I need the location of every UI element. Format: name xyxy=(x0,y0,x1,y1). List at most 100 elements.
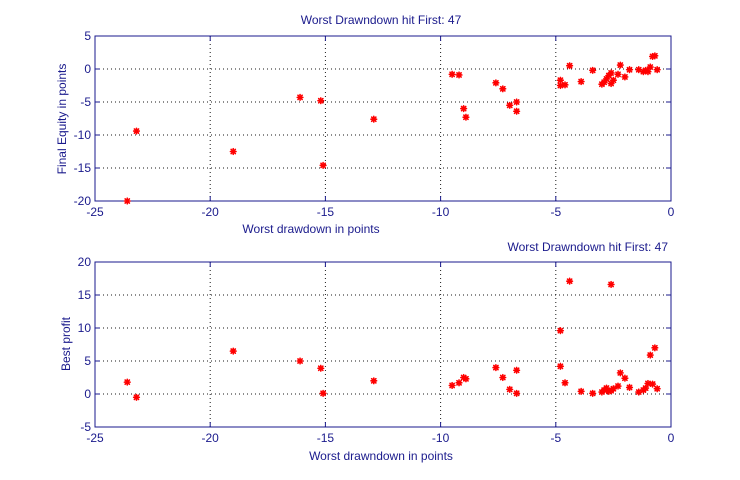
data-point xyxy=(506,385,514,393)
y-tick-label: 5 xyxy=(84,29,91,43)
data-point xyxy=(566,62,574,70)
x-tick-label: -20 xyxy=(202,431,220,445)
data-point xyxy=(561,81,569,89)
data-point xyxy=(123,378,131,386)
plot-area: -25 -20 -15 -10 -5 0 -5 0 5 10 15 20 xyxy=(78,255,675,445)
data-point xyxy=(317,97,325,105)
x-axis-label: Worst drawndown in points xyxy=(309,449,453,463)
data-point xyxy=(132,393,141,401)
data-point xyxy=(296,357,304,365)
y-tick-label: 0 xyxy=(84,62,91,76)
x-tick-label: -25 xyxy=(86,431,104,445)
data-point xyxy=(556,362,565,370)
chart-title: Worst Drawndown hit First: 47 xyxy=(301,13,462,27)
x-tick-label: -15 xyxy=(317,431,335,445)
y-tick-label: -5 xyxy=(80,95,91,109)
data-point xyxy=(648,380,657,388)
data-point xyxy=(653,66,661,74)
data-point xyxy=(577,77,585,86)
data-point xyxy=(460,105,468,113)
data-point xyxy=(499,85,507,93)
data-point xyxy=(589,389,597,397)
plot-background xyxy=(95,36,671,201)
data-point xyxy=(317,364,325,372)
data-point xyxy=(616,369,624,377)
x-tick-label: -5 xyxy=(550,431,561,445)
y-axis-label: Best profit xyxy=(59,316,73,371)
data-point xyxy=(455,379,463,387)
y-tick-label: -20 xyxy=(74,194,92,208)
data-point xyxy=(653,385,661,393)
scatter-chart-best-profit: Worst Drawndown hit First: 47 -25 -20 -15 -… xyxy=(59,240,675,463)
data-point xyxy=(492,79,500,87)
plot-background xyxy=(95,262,671,427)
y-tick-label: 20 xyxy=(78,255,92,269)
data-point xyxy=(556,76,565,84)
data-point xyxy=(296,93,304,101)
data-point xyxy=(646,351,654,359)
x-tick-label: -10 xyxy=(432,205,450,219)
data-point xyxy=(455,71,463,79)
data-point xyxy=(370,377,378,385)
data-point xyxy=(621,374,629,382)
x-axis-label: Worst drawdown in points xyxy=(242,222,379,236)
x-tick-label: -15 xyxy=(317,205,335,219)
data-point xyxy=(506,101,514,109)
x-tick-label: 0 xyxy=(668,431,675,445)
data-point xyxy=(513,98,521,106)
scatter-chart-final-equity: Worst Drawndown hit First: 47 -25 -20 -15-… xyxy=(55,13,675,236)
plot-area: -25 -20 -15 -10 -5 0-20-15-10-505 xyxy=(74,29,675,219)
y-tick-label: 5 xyxy=(84,354,91,368)
x-tick-label: -10 xyxy=(432,431,450,445)
plot-frame xyxy=(94,35,672,202)
data-point xyxy=(492,363,500,372)
data-point xyxy=(513,389,521,397)
data-point xyxy=(229,347,237,355)
data-point xyxy=(609,76,618,84)
data-point xyxy=(621,73,629,81)
data-point xyxy=(229,147,237,156)
data-point xyxy=(609,385,618,393)
plot-frame xyxy=(94,261,672,428)
y-tick-label: 10 xyxy=(78,321,92,335)
y-axis-label: Final Equity in points xyxy=(55,64,69,175)
data-point xyxy=(319,389,327,397)
data-point xyxy=(616,61,624,69)
data-point xyxy=(646,63,654,71)
x-tick-label: -20 xyxy=(202,205,220,219)
data-point xyxy=(577,387,585,395)
y-tick-label: 0 xyxy=(84,387,91,401)
data-point xyxy=(644,68,652,76)
data-point xyxy=(370,115,378,123)
x-tick-label: -25 xyxy=(86,205,104,219)
data-point xyxy=(607,280,615,289)
data-point xyxy=(462,113,470,121)
data-point xyxy=(448,381,456,390)
data-point xyxy=(589,66,597,74)
chart-title: Worst Drawndown hit First: 47 xyxy=(508,240,669,254)
y-tick-label: -15 xyxy=(74,161,92,175)
data-point xyxy=(625,383,634,392)
data-point xyxy=(319,161,327,169)
data-point xyxy=(132,127,141,135)
data-point xyxy=(642,384,650,392)
y-tick-label: -10 xyxy=(74,128,92,142)
data-point xyxy=(561,379,569,387)
data-point xyxy=(513,366,521,374)
data-point xyxy=(556,327,565,335)
x-tick-label: 0 xyxy=(668,205,675,219)
data-point xyxy=(123,197,131,205)
data-point xyxy=(566,277,574,285)
data-point xyxy=(625,66,634,74)
y-tick-label: 15 xyxy=(78,288,92,302)
data-point xyxy=(651,344,659,352)
data-point xyxy=(614,70,622,78)
data-point xyxy=(513,107,521,115)
data-point xyxy=(462,375,470,383)
x-tick-label: -5 xyxy=(550,205,561,219)
data-point xyxy=(499,373,507,382)
data-point xyxy=(651,52,659,60)
data-point xyxy=(448,70,456,78)
data-point xyxy=(614,382,622,390)
